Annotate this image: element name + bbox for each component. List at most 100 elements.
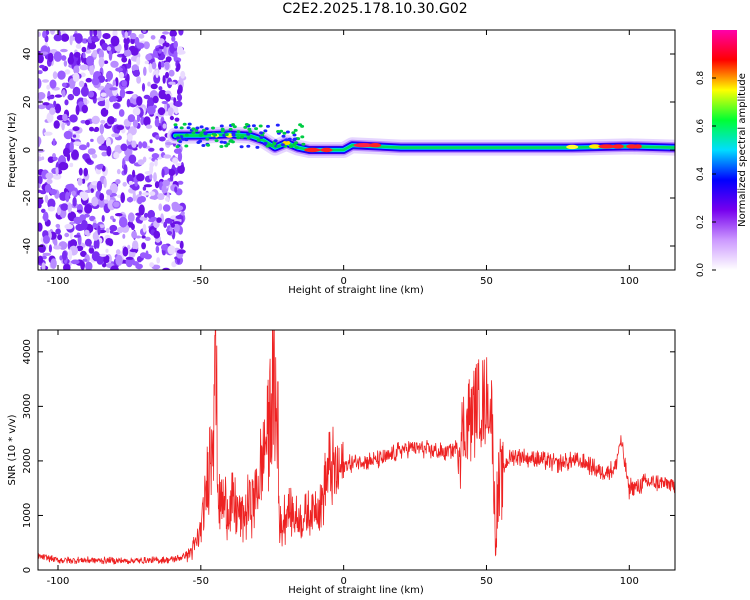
- noise-speckle: [151, 153, 160, 159]
- noise-speckle: [100, 107, 109, 117]
- noise-speckle: [64, 69, 71, 75]
- noise-speckle: [100, 92, 107, 97]
- noise-speckle: [162, 42, 170, 48]
- noise-speckle: [147, 97, 155, 107]
- ridge-speckle: [292, 138, 297, 142]
- noise-speckle: [60, 203, 69, 211]
- noise-speckle: [82, 153, 90, 161]
- noise-speckle: [84, 229, 90, 236]
- noise-speckle: [97, 225, 101, 236]
- noise-speckle: [165, 71, 169, 79]
- ridge-speckle: [236, 130, 241, 134]
- noise-speckle: [60, 33, 70, 42]
- ridge-speckle: [279, 129, 284, 133]
- noise-speckle: [70, 259, 80, 265]
- noise-speckle: [80, 86, 89, 97]
- noise-speckle: [49, 107, 56, 115]
- noise-speckle: [74, 33, 83, 44]
- noise-speckle: [149, 162, 155, 168]
- noise-speckle: [41, 208, 46, 213]
- ridge-speckle: [273, 139, 278, 143]
- x-tick-label: 0: [340, 576, 346, 587]
- noise-speckle: [81, 213, 90, 218]
- noise-speckle: [109, 87, 118, 91]
- noise-speckle: [149, 262, 155, 268]
- noise-speckle: [143, 116, 151, 127]
- noise-speckle: [136, 56, 141, 66]
- ridge-speckle: [298, 123, 303, 127]
- noise-speckle: [49, 188, 57, 196]
- noise-speckle: [133, 69, 140, 77]
- ridge-speckle: [184, 138, 189, 142]
- ridge-speckle: [246, 144, 251, 148]
- ridge-speckle: [205, 137, 210, 141]
- noise-speckle: [149, 195, 159, 200]
- noise-speckle: [141, 235, 146, 239]
- ridge-speckle: [204, 127, 209, 131]
- noise-speckle: [136, 173, 145, 182]
- noise-speckle: [124, 31, 128, 39]
- noise-speckle: [53, 33, 63, 42]
- noise-speckle: [176, 46, 184, 55]
- colorbar-tick-label: 0.0: [696, 263, 706, 278]
- noise-speckle: [127, 114, 136, 123]
- noise-speckle: [126, 73, 130, 83]
- noise-speckle: [47, 206, 56, 212]
- noise-speckle: [96, 164, 103, 170]
- noise-speckle: [43, 235, 50, 244]
- noise-speckle: [55, 167, 59, 176]
- ridge-speckle: [201, 144, 206, 147]
- noise-speckle: [169, 174, 174, 182]
- noise-speckle: [74, 51, 81, 58]
- noise-speckle: [168, 81, 176, 85]
- ridge-speckle: [239, 145, 244, 149]
- noise-speckle: [141, 83, 146, 92]
- noise-speckle: [80, 260, 85, 270]
- noise-speckle: [169, 115, 174, 121]
- noise-speckle: [174, 117, 180, 122]
- noise-speckle: [174, 205, 184, 212]
- noise-speckle: [97, 197, 106, 208]
- noise-speckle: [91, 251, 100, 262]
- noise-speckle: [80, 120, 87, 124]
- noise-speckle: [81, 178, 86, 184]
- noise-speckle: [61, 82, 67, 88]
- ridge-speckle: [173, 123, 178, 127]
- noise-speckle: [107, 116, 115, 125]
- noise-speckle: [49, 79, 57, 89]
- y-tick-label: 3000: [22, 394, 33, 419]
- noise-speckle: [63, 130, 73, 140]
- noise-speckle: [91, 77, 100, 86]
- ridge-speckle: [231, 132, 236, 135]
- noise-speckle: [72, 196, 77, 207]
- x-tick-label: -100: [47, 576, 70, 587]
- noise-speckle: [69, 162, 74, 168]
- ridge-speckle: [280, 143, 285, 147]
- ridge-speckle: [199, 125, 204, 129]
- noise-speckle: [46, 112, 54, 123]
- noise-speckle: [53, 245, 62, 250]
- ridge-speckle: [259, 131, 264, 135]
- noise-speckle: [135, 212, 143, 216]
- ridge-speckle: [282, 131, 287, 135]
- noise-speckle: [115, 254, 123, 266]
- noise-speckle: [72, 126, 80, 132]
- y-tick-label: 20: [22, 96, 33, 109]
- noise-speckle: [62, 113, 68, 122]
- noise-speckle: [132, 107, 141, 116]
- noise-speckle: [113, 201, 120, 208]
- noise-speckle: [84, 203, 93, 214]
- ridge-speckle: [176, 136, 180, 140]
- noise-speckle: [142, 30, 147, 33]
- noise-speckle: [104, 199, 109, 204]
- noise-speckle: [141, 242, 147, 250]
- noise-speckle: [81, 46, 87, 53]
- noise-speckle: [131, 140, 137, 148]
- noise-speckle: [176, 249, 186, 254]
- noise-speckle: [156, 217, 162, 223]
- ridge-speckle: [243, 125, 248, 129]
- noise-speckle: [38, 183, 41, 189]
- noise-speckle: [50, 30, 55, 35]
- snr-frame: [37, 329, 676, 571]
- noise-speckle: [136, 42, 145, 49]
